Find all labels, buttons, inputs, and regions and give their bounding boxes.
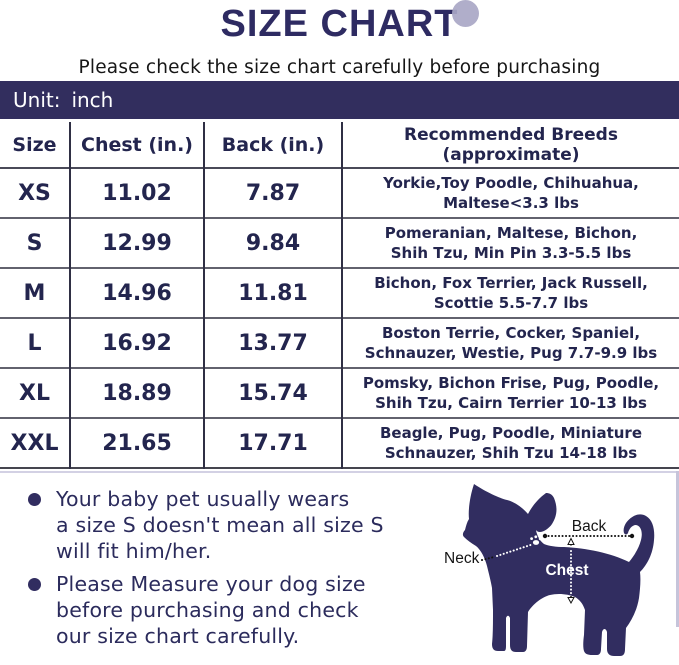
title-accent-circle-icon — [452, 0, 479, 27]
size-value: M — [0, 268, 71, 318]
chest-value: 11.02 — [70, 168, 205, 218]
table-row: S 12.99 9.84 Pomeranian, Maltese, Bichon… — [0, 218, 679, 268]
chest-value: 18.89 — [70, 368, 205, 418]
page-title: SIZE CHART — [220, 3, 459, 45]
table-header-row: Size Chest (in.) Back (in.) Recommended … — [0, 122, 679, 168]
back-value: 11.81 — [204, 268, 343, 318]
unit-label: Unit: — [13, 88, 61, 112]
header-size: Size — [0, 122, 71, 168]
table-row: L 16.92 13.77 Boston Terrie, Cocker, Spa… — [0, 318, 679, 368]
back-value: 15.74 — [204, 368, 343, 418]
size-value: S — [0, 218, 71, 268]
breeds-value: Pomsky, Bichon Frise, Pug, Poodle, Shih … — [362, 374, 660, 412]
chest-value: 16.92 — [70, 318, 205, 368]
bullet-icon — [28, 493, 41, 506]
header-back: Back (in.) — [204, 122, 343, 168]
unit-value: inch — [71, 88, 114, 112]
size-value: XXL — [0, 418, 71, 468]
paw-marker-icon — [530, 535, 542, 545]
list-item: Please Measure your dog size before purc… — [28, 571, 438, 649]
back-value: 13.77 — [204, 318, 343, 368]
neck-label: Neck — [444, 550, 480, 567]
arrow-up-icon — [567, 537, 575, 545]
neck-measure-line — [481, 556, 495, 561]
list-item: Your baby pet usually wears a size S doe… — [28, 486, 438, 564]
back-value: 9.84 — [204, 218, 343, 268]
back-value: 7.87 — [204, 168, 343, 218]
table-row: XS 11.02 7.87 Yorkie,Toy Poodle, Chihuah… — [0, 168, 679, 218]
unit-bar: Unit: inch — [0, 81, 679, 119]
size-value: L — [0, 318, 71, 368]
arrow-down-icon — [567, 597, 575, 605]
chest-value: 21.65 — [70, 418, 205, 468]
breeds-value: Pomeranian, Maltese, Bichon, Shih Tzu, M… — [384, 224, 638, 262]
size-table: Size Chest (in.) Back (in.) Recommended … — [0, 122, 679, 469]
subtitle: Please check the size chart carefully be… — [78, 57, 601, 78]
note-text: Please Measure your dog size before purc… — [56, 572, 366, 648]
size-value: XL — [0, 368, 71, 418]
back-line-endpoint — [629, 533, 635, 539]
breeds-value: Beagle, Pug, Poodle, Miniature Schnauzer… — [379, 424, 643, 462]
title-block: SIZE CHART — [0, 3, 679, 45]
edge-shading — [676, 471, 679, 627]
back-value: 17.71 — [204, 418, 343, 468]
chest-value: 14.96 — [70, 268, 205, 318]
table-row: XL 18.89 15.74 Pomsky, Bichon Frise, Pug… — [0, 368, 679, 418]
notes-list: Your baby pet usually wears a size S doe… — [28, 486, 438, 656]
divider-line — [0, 471, 679, 473]
table-row: XXL 21.65 17.71 Beagle, Pug, Poodle, Min… — [0, 418, 679, 468]
size-value: XS — [0, 168, 71, 218]
breeds-value: Yorkie,Toy Poodle, Chihuahua, Maltese<3.… — [383, 174, 639, 212]
back-line-endpoint — [542, 533, 548, 539]
bullet-icon — [28, 578, 41, 591]
dog-silhouette — [462, 484, 655, 656]
note-text: Your baby pet usually wears a size S doe… — [56, 487, 384, 563]
dog-size-diagram: Back Neck Chest — [444, 484, 655, 656]
chest-label: Chest — [545, 562, 588, 579]
header-chest: Chest (in.) — [70, 122, 205, 168]
neck-measure-line-on-body — [496, 543, 533, 557]
breeds-value: Bichon, Fox Terrier, Jack Russell, Scott… — [374, 274, 648, 312]
breeds-value: Boston Terrie, Cocker, Spaniel, Schnauze… — [364, 324, 658, 362]
table-row: M 14.96 11.81 Bichon, Fox Terrier, Jack … — [0, 268, 679, 318]
chest-value: 12.99 — [70, 218, 205, 268]
back-label: Back — [572, 518, 607, 535]
header-breeds: Recommended Breeds (approximate) — [404, 124, 618, 165]
